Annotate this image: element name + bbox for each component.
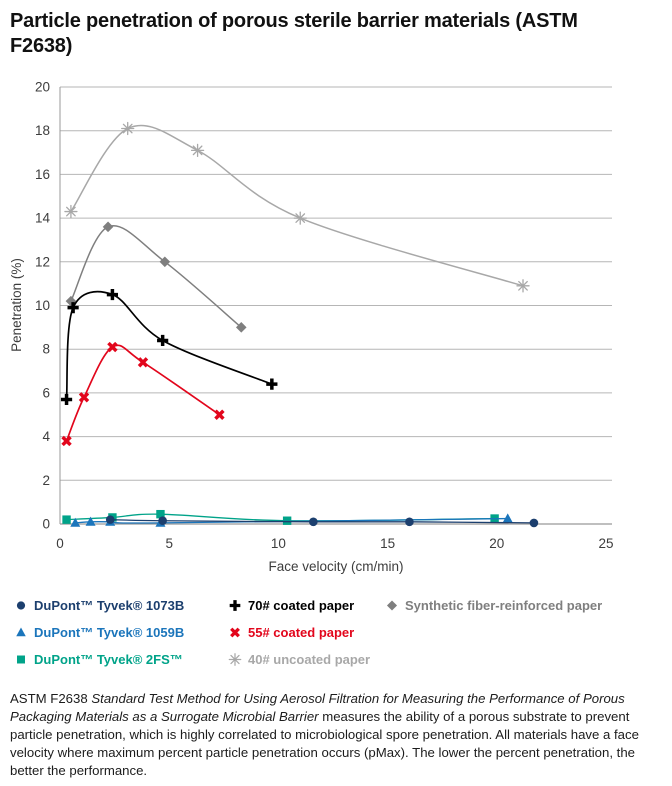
square-icon <box>17 655 25 664</box>
legend-column-papers: 70# coated paper 55# coated paper 40# un… <box>228 596 385 668</box>
page-title: Particle penetration of porous sterile b… <box>10 10 578 57</box>
y-tick-label: 10 <box>35 298 50 313</box>
series-5 <box>65 221 247 333</box>
legend-item-40-uncoated: 40# uncoated paper <box>228 650 385 668</box>
y-tick-label: 16 <box>35 167 50 182</box>
x-axis-title: Face velocity (cm/min) <box>268 559 403 574</box>
triangle-icon <box>16 627 26 637</box>
y-tick-label: 8 <box>42 342 50 357</box>
legend-item-55-coated: 55# coated paper <box>228 623 385 641</box>
y-tick-label: 18 <box>35 123 50 138</box>
series-6 <box>64 121 530 293</box>
footnote-prefix: ASTM F2638 <box>10 691 92 706</box>
x-tick-label: 10 <box>271 536 286 551</box>
footnote-standard-name: Standard Test Method for Using Aerosol F… <box>10 691 625 725</box>
x-tick-label: 20 <box>489 536 504 551</box>
y-axis-title: Penetration (%) <box>9 258 24 352</box>
legend-item-70-coated: 70# coated paper <box>228 596 385 614</box>
y-tick-label: 4 <box>42 429 50 444</box>
asterisk-icon <box>228 653 242 666</box>
series-3 <box>60 288 278 406</box>
x-tick-label: 15 <box>380 536 395 551</box>
x-icon <box>230 627 240 638</box>
legend-label: DuPont™ Tyvek® 1059B <box>34 624 185 640</box>
legend-label: 40# uncoated paper <box>248 651 371 667</box>
y-tick-label: 14 <box>35 211 51 226</box>
legend-label: 70# coated paper <box>248 597 355 613</box>
circle-icon <box>16 601 26 610</box>
diamond-icon <box>386 600 398 611</box>
legend-item-tyvek-1073b: DuPont™ Tyvek® 1073B <box>14 596 228 614</box>
legend-column-synthetic: Synthetic fiber-reinforced paper <box>385 596 602 668</box>
series-4 <box>61 341 225 447</box>
legend-item-tyvek-2fs: DuPont™ Tyvek® 2FS™ <box>14 650 228 668</box>
y-tick-label: 2 <box>42 473 50 488</box>
series-0 <box>105 515 539 528</box>
legend-label: DuPont™ Tyvek® 2FS™ <box>34 651 183 667</box>
y-tick-label: 20 <box>35 80 50 95</box>
y-tick-label: 12 <box>35 254 50 269</box>
penetration-chart: 0 2 4 6 8 10 12 14 16 18 20 0 5 10 15 20 25 Face velocity… <box>9 80 614 575</box>
y-tick-label: 0 <box>42 517 50 532</box>
x-tick-label: 25 <box>598 536 613 551</box>
plus-icon <box>229 600 241 611</box>
legend-column-tyvek: DuPont™ Tyvek® 1073B DuPont™ Tyvek® 1059… <box>14 596 228 668</box>
y-tick-label: 6 <box>42 385 50 400</box>
footnote-body: measures the ability of a porous substra… <box>10 709 639 779</box>
x-tick-label: 5 <box>165 536 173 551</box>
chart-legend: DuPont™ Tyvek® 1073B DuPont™ Tyvek® 1059… <box>0 596 672 668</box>
legend-item-tyvek-1059b: DuPont™ Tyvek® 1059B <box>14 623 228 641</box>
footnote: ASTM F2638 Standard Test Method for Usin… <box>10 690 662 780</box>
legend-item-synthetic: Synthetic fiber-reinforced paper <box>385 596 602 614</box>
legend-label: 55# coated paper <box>248 624 355 640</box>
x-tick-label: 0 <box>56 536 64 551</box>
legend-label: Synthetic fiber-reinforced paper <box>405 597 603 613</box>
legend-label: DuPont™ Tyvek® 1073B <box>34 597 185 613</box>
